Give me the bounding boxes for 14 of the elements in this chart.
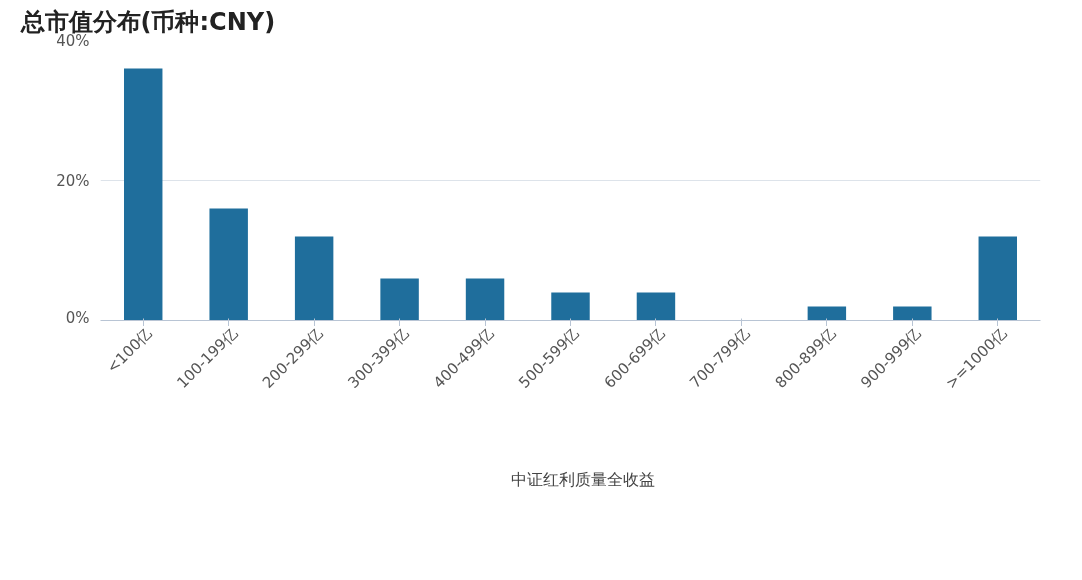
bar bbox=[465, 278, 505, 321]
bar bbox=[380, 278, 419, 321]
text: 中证红利质量全收益 bbox=[510, 470, 655, 491]
bar bbox=[124, 68, 163, 321]
bar bbox=[551, 292, 590, 321]
bar bbox=[209, 208, 248, 321]
bar bbox=[807, 306, 847, 321]
bar bbox=[978, 236, 1017, 321]
y-tick-label: 20% bbox=[56, 171, 90, 190]
bar bbox=[893, 306, 932, 321]
chart-title: 总市值分布(币种:CNY) bbox=[19, 7, 276, 36]
y-tick-label: 0% bbox=[65, 308, 90, 327]
bar bbox=[294, 236, 334, 321]
bar bbox=[636, 292, 676, 321]
